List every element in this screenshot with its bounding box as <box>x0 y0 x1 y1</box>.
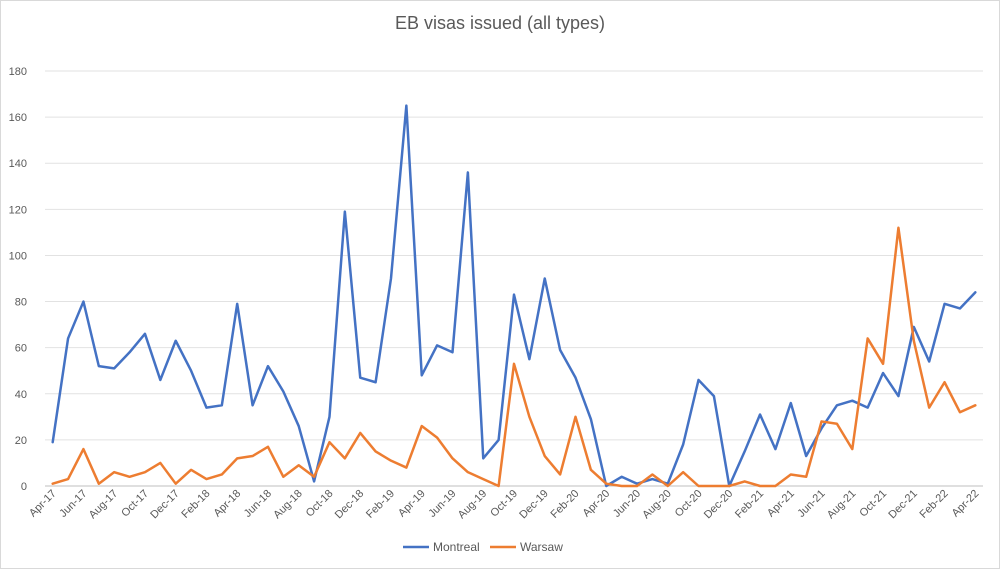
x-tick-label: Oct-17 <box>119 488 151 520</box>
x-tick-label: Feb-21 <box>733 488 766 521</box>
x-tick-label: Apr-17 <box>27 488 59 520</box>
x-tick-label: Dec-20 <box>702 488 736 522</box>
x-tick-label: Aug-18 <box>271 488 305 522</box>
y-tick-label: 20 <box>15 435 27 447</box>
x-tick-label: Aug-21 <box>825 488 859 522</box>
gridlines <box>45 70 983 487</box>
x-tick-label: Feb-20 <box>548 488 581 521</box>
x-axis-tick-labels: Apr-17Jun-17Aug-17Oct-17Dec-17Feb-18Apr-… <box>27 488 981 522</box>
x-tick-label: Oct-19 <box>488 488 520 520</box>
y-tick-label: 140 <box>9 158 27 170</box>
y-axis-tick-labels: 0 20 40 60 80 100 120 140 160 180 <box>9 66 27 493</box>
x-tick-label: Feb-18 <box>179 488 212 521</box>
y-tick-label: 80 <box>15 297 27 309</box>
x-tick-label: Dec-18 <box>333 488 367 522</box>
x-tick-label: Apr-21 <box>765 488 797 520</box>
x-tick-label: Jun-18 <box>242 488 274 520</box>
y-tick-label: 120 <box>9 204 27 216</box>
y-tick-label: 180 <box>9 66 27 78</box>
x-tick-label: Dec-21 <box>886 488 920 522</box>
chart-title: EB visas issued (all types) <box>395 13 605 33</box>
x-tick-label: Feb-19 <box>364 488 397 521</box>
x-tick-label: Jun-21 <box>795 488 827 520</box>
series-lines <box>51 104 977 488</box>
x-tick-label: Apr-22 <box>950 488 982 520</box>
series-line-montreal <box>51 104 977 488</box>
y-tick-label: 160 <box>9 112 27 124</box>
x-tick-label: Oct-21 <box>857 488 889 520</box>
legend-label-warsaw: Warsaw <box>520 540 563 554</box>
y-tick-label: 60 <box>15 343 27 355</box>
x-tick-label: Jun-19 <box>426 488 458 520</box>
x-tick-label: Dec-17 <box>148 488 182 522</box>
x-tick-label: Apr-20 <box>581 488 613 520</box>
x-tick-label: Oct-18 <box>304 488 336 520</box>
series-line-warsaw <box>51 226 977 488</box>
y-tick-label: 100 <box>9 250 27 262</box>
x-tick-label: Aug-20 <box>640 488 674 522</box>
x-tick-label: Aug-19 <box>456 488 490 522</box>
legend-label-montreal: Montreal <box>433 540 480 554</box>
y-tick-label: 0 <box>21 481 27 493</box>
x-tick-label: Aug-17 <box>87 488 121 522</box>
y-tick-label: 40 <box>15 389 27 401</box>
x-tick-label: Jun-20 <box>611 488 643 520</box>
legend: Montreal Warsaw <box>403 540 563 554</box>
x-tick-label: Jun-17 <box>57 488 89 520</box>
x-tick-label: Dec-19 <box>517 488 551 522</box>
x-tick-label: Feb-22 <box>918 488 951 521</box>
x-tick-label: Apr-19 <box>396 488 428 520</box>
x-tick-label: Oct-20 <box>673 488 705 520</box>
x-tick-label: Apr-18 <box>211 488 243 520</box>
